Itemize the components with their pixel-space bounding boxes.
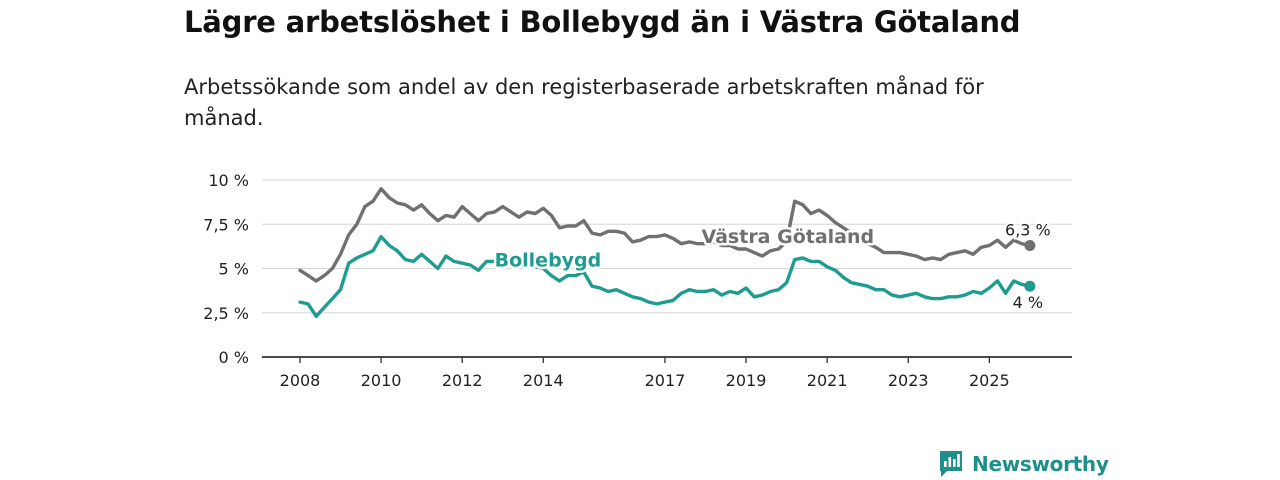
series-name-label: Bollebygd: [495, 250, 602, 272]
x-tick-label: 2021: [807, 371, 848, 390]
series-line-bollebygd: [298, 234, 1032, 318]
x-tick-label: 2025: [969, 371, 1010, 390]
series-end-point: [1024, 239, 1036, 251]
newsworthy-logo-icon: [940, 451, 962, 477]
x-tick-label: 2014: [523, 371, 564, 390]
x-tick-label: 2008: [280, 371, 321, 390]
chart-title: Lägre arbetslöshet i Bollebygd än i Väst…: [184, 5, 1021, 39]
y-tick-label: 10 %: [208, 171, 249, 190]
y-tick-label: 2,5 %: [203, 304, 249, 323]
series-end-point: [1024, 280, 1036, 292]
chart-labels: Västra Götaland Bollebygd 6,3 % 4 %: [492, 218, 1053, 314]
newsworthy-logo[interactable]: Newsworthy: [938, 448, 1109, 480]
x-tick-label: 2023: [888, 371, 929, 390]
series-end-value-label: 4 %: [1013, 293, 1043, 312]
y-tick-label: 5 %: [219, 260, 249, 279]
x-tick-label: 2017: [645, 371, 686, 390]
x-tick-label: 2012: [442, 371, 483, 390]
y-axis-ticks: 0 % 2,5 % 5 % 7,5 % 10 %: [203, 171, 249, 367]
chart-subtitle: Arbetssökande som andel av den registerb…: [184, 75, 984, 130]
x-tick-label: 2010: [361, 371, 402, 390]
series-end-value-label: 6,3 %: [1005, 220, 1051, 239]
series-name-label: Västra Götaland: [701, 226, 874, 248]
x-axis-ticks: 2008 2010 2012 2014 2017 2019 2021 2023 2025: [262, 356, 1072, 390]
brand-name: Newsworthy: [972, 452, 1109, 476]
x-tick-label: 2019: [726, 371, 767, 390]
grid-lines: [262, 179, 1072, 314]
y-tick-label: 0 %: [219, 348, 249, 367]
series-lines: [298, 187, 1036, 318]
series-line-vastra-gotaland: [298, 187, 1032, 283]
y-tick-label: 7,5 %: [203, 215, 249, 234]
